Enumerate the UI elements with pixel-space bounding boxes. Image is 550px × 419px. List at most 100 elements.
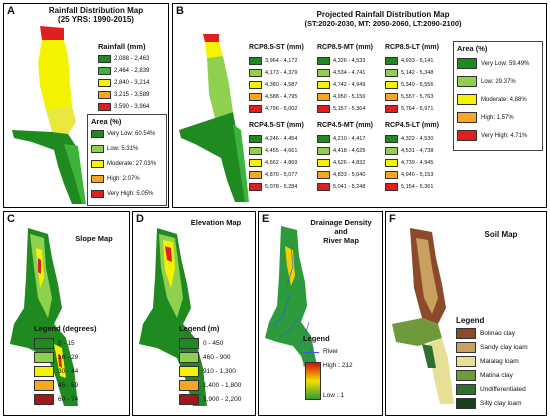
f-label: Sandy clay loam [480,344,528,351]
c-swatch [34,338,54,349]
f-item: Bolinao clay [456,328,515,339]
a-rain-item: 2,088 - 2,463 [98,54,149,63]
b-rcp85_lt-label: 5,557 - 5,763 [401,93,434,100]
rcp45-lt-title: RCP4.5-LT (mm) [385,122,439,129]
a-area-item: Very Low: 60.54% [91,129,155,138]
b-rcp85_mt-item: 4,534 - 4,741 [317,68,365,77]
d-item: 0 - 450 [179,338,223,349]
panel-f-label: F [389,213,396,225]
b-rcp45_lt-swatch [385,170,398,179]
b-rcp85_lt-swatch [385,92,398,101]
b-rcp85_mt-item: 4,326 - 4,533 [317,56,365,65]
a-rain-label: 2,088 - 2,463 [114,55,150,62]
b-rcp45_lt-label: 4,322 - 4,530 [401,135,434,142]
panel-f-map-undifferentiated [422,344,436,368]
c-item: 45 - 59 [34,380,78,391]
b-rcp45_mt-item: 4,626 - 4,832 [317,158,365,167]
a-rain-swatch [98,90,111,99]
b-rcp45_lt-item: 4,531 - 4,738 [385,146,433,155]
b-rcp85_mt-swatch [317,92,330,101]
a-rain-swatch [98,102,111,111]
panel-a-title-line2: (25 YRS: 1990-2015) [58,15,134,24]
panel-f-map [392,228,454,404]
b-rcp85_st-item: 3,964 - 4,172 [249,56,297,65]
a-area-swatch [91,144,104,153]
b-rcp85_lt-label: 5,764 - 5,971 [401,105,434,112]
b-rcp85_st-swatch [249,68,262,77]
a-rain-item: 3,215 - 3,589 [98,90,149,99]
panel-b-label: B [176,5,184,17]
b-rcp45_st-swatch [249,134,262,143]
panel-b-map-coast-green [233,124,249,202]
panel-c-map-very-steep-slopes [38,258,62,368]
f-label: Undifferentiated [480,386,526,393]
panel-e-title-line3: River Map [323,236,359,245]
panel-a-map-red-zone [40,26,64,40]
a-area-item: Moderate: 27.03% [91,159,156,168]
panel-a-map [12,26,86,204]
b-rcp45_mt-label: 4,210 - 4,417 [333,135,366,142]
b-rcp45_mt-swatch [317,170,330,179]
panel-a-map-coast-green [64,144,86,204]
f-item: Silty clay loam [456,398,522,409]
a-area-swatch [91,189,104,198]
b-rcp85_mt-item: 4,950 - 5,156 [317,92,365,101]
panel-e-title-line2: and [334,227,348,236]
b-area-item: Very High: 4.71% [457,130,527,141]
b-area-item: High: 1.57% [457,112,514,123]
b-rcp45_mt-swatch [317,134,330,143]
b-rcp45_st-item: 4,246 - 4,454 [249,134,297,143]
a-rain-swatch [98,54,111,63]
b-rcp45_mt-label: 4,626 - 4,832 [333,159,366,166]
d-label: 1,400 - 1,800 [203,382,242,389]
panel-f-map-matina-clay [392,318,442,346]
panel-f: F Soil Map Legend Bolinao clay Sandy clay… [385,211,547,416]
panel-e-legend-title: Legend [303,334,330,343]
rcp45-mt-title: RCP4.5-MT (mm) [317,122,374,129]
panel-b-map-main-green [179,112,245,202]
c-swatch [34,394,54,405]
a-area-label: Very Low: 60.54% [107,130,156,137]
d-item: 910 - 1,300 [179,366,236,377]
a-area-swatch [91,159,104,168]
panel-b-title: Projected Rainfall Distribution Map (ST:… [233,10,533,28]
panel-d-title: Elevation Map [190,218,242,227]
b-area-swatch [457,112,477,123]
a-area-label: Low: 5.31% [107,145,139,152]
b-rcp45_mt-item: 4,418 - 4,625 [317,146,365,155]
b-rcp85_st-swatch [249,104,262,113]
panel-b: B Projected Rainfall Distribution Map (S… [172,3,547,208]
a-area-label: Moderate: 27.03% [107,160,157,167]
f-swatch [456,370,476,381]
b-area-label: Very High: 4.71% [481,132,528,139]
b-rcp45_lt-swatch [385,134,398,143]
b-rcp45_mt-label: 4,833 - 5,040 [333,171,366,178]
panel-f-title: Soil Map [484,230,518,239]
b-rcp85_st-label: 4,380 - 4,587 [265,81,298,88]
a-rain-label: 2,840 - 3,214 [114,79,150,86]
panel-b-map-yellow-zone [205,42,223,58]
panel-a: A Rainfall Distribution Map (25 YRS: 199… [3,3,169,208]
d-swatch [179,366,199,377]
b-area-swatch [457,94,477,105]
b-rcp85_mt-label: 5,157 - 5,364 [333,105,366,112]
b-area-item: Moderate: 4.88% [457,94,527,105]
panel-e-map-rivers [272,245,314,367]
panel-b-map-red-zone [203,34,219,42]
b-rcp45_st-swatch [249,170,262,179]
panel-a-map-light-zone [46,106,76,134]
f-item: Matina clay [456,370,513,381]
b-rcp85_lt-item: 5,557 - 5,763 [385,92,433,101]
density-gradient-swatch [305,362,321,400]
c-item: 0 - 15 [34,338,75,349]
b-rcp45_st-label: 5,078 - 5,284 [265,183,298,190]
river-legend-line [303,352,319,353]
river-line [272,295,290,327]
panel-d: D Elevation Map Legend (m) 0 - 450 460 - … [132,211,256,416]
panel-a-map-yellow-zone [38,40,72,110]
b-rcp85_lt-swatch [385,68,398,77]
d-swatch [179,352,199,363]
f-swatch [456,342,476,353]
panel-b-title-line2: (ST:2020-2030, MT: 2050-2060, LT:2090-21… [304,19,462,28]
d-swatch [179,394,199,405]
